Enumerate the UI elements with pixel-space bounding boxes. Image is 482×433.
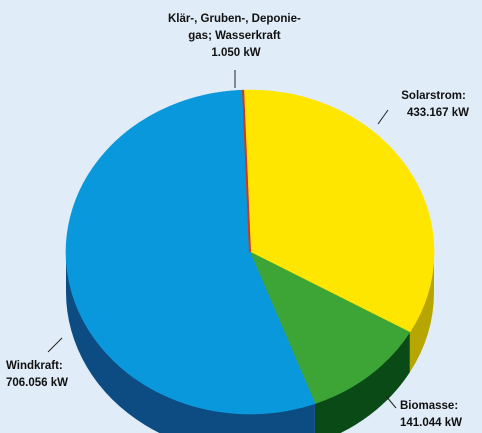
label-windkraft: Windkraft: 706.056 kW <box>6 360 68 389</box>
pie-slice-solarstrom <box>243 89 435 333</box>
leader-line-solar <box>377 109 389 125</box>
pie-side-walls <box>66 252 434 433</box>
label-biomasse: Biomasse: 141.044 kW <box>400 400 462 429</box>
label-gas-line-1: Klär-, Gruben-, Deponie- <box>168 13 301 25</box>
leader-line-windkraft <box>47 337 63 353</box>
label-solar-line-1: Solarstrom: <box>401 90 466 102</box>
leader-line-biomasse <box>385 395 397 409</box>
label-gas: Klär-, Gruben-, Deponie- gas; Wasserkraf… <box>168 13 304 59</box>
label-windkraft-line-2: 706.056 kW <box>6 377 68 389</box>
pie-slice-windkraft <box>65 89 316 415</box>
label-biomasse-line-1: Biomasse: <box>400 400 458 412</box>
pie-top-slices <box>65 89 435 415</box>
label-solar: Solarstrom: 433.167 kW <box>401 90 469 119</box>
pie-side-solarstrom <box>409 252 434 373</box>
label-gas-line-2: gas; Wasserkraft <box>188 30 280 42</box>
label-solar-line-2: 433.167 kW <box>407 107 469 119</box>
pie-slice-biomasse <box>249 251 411 404</box>
pie-side-windkraft <box>66 252 315 433</box>
label-biomasse-line-2: 141.044 kW <box>400 417 462 429</box>
label-gas-line-3: 1.050 kW <box>211 47 260 59</box>
label-windkraft-line-1: Windkraft: <box>6 360 63 372</box>
pie-side-biomasse <box>314 332 410 433</box>
pie-slice-gas-seam <box>242 90 251 253</box>
